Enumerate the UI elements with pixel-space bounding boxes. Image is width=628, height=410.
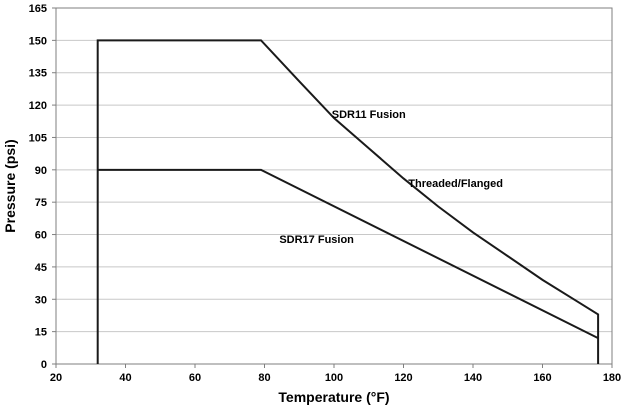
x-axis-title: Temperature (°F)	[278, 389, 389, 405]
y-tick-label-60: 60	[35, 230, 47, 242]
y-tick-label-135: 135	[29, 68, 47, 80]
x-tick-label-20: 20	[50, 372, 62, 384]
plot-area-border	[55, 7, 613, 365]
x-tick-label-120: 120	[394, 372, 412, 384]
series-lines	[96, 39, 600, 364]
series-line-1	[96, 39, 600, 364]
y-tick-label-150: 150	[29, 35, 47, 47]
annotations: SDR11 Fusion Threaded/Flanged SDR17 Fusion	[279, 109, 503, 246]
y-tick-label-120: 120	[29, 100, 47, 112]
x-tick-label-80: 80	[258, 372, 270, 384]
y-tick-label-90: 90	[35, 165, 47, 177]
x-tick-label-40: 40	[119, 372, 131, 384]
y-tick-label-45: 45	[35, 262, 47, 274]
x-tick-label-180: 180	[603, 372, 621, 384]
series-line-2	[97, 168, 599, 340]
y-axis-ticks: 0 15 30 45 60 75 90 105 120 135 150 165	[29, 3, 56, 371]
x-tick-label-160: 160	[533, 372, 551, 384]
y-tick-label-15: 15	[35, 327, 47, 339]
y-axis-title: Pressure (psi)	[2, 139, 18, 232]
y-tick-label-30: 30	[35, 294, 47, 306]
y-tick-label-0: 0	[41, 359, 47, 371]
x-tick-label-60: 60	[189, 372, 201, 384]
x-axis-ticks: 20 40 60 80 100 120 140 160 180	[50, 364, 621, 384]
y-tick-label-105: 105	[29, 132, 47, 144]
grid-lines	[56, 39, 612, 333]
annotation-threaded-flanged: Threaded/Flanged	[408, 178, 503, 190]
annotation-sdr11-fusion: SDR11 Fusion	[332, 109, 406, 121]
y-tick-label-165: 165	[29, 3, 47, 15]
x-tick-label-140: 140	[464, 372, 482, 384]
annotation-sdr17-fusion: SDR17 Fusion	[279, 234, 354, 246]
y-tick-label-75: 75	[35, 197, 47, 209]
x-tick-label-100: 100	[325, 372, 343, 384]
